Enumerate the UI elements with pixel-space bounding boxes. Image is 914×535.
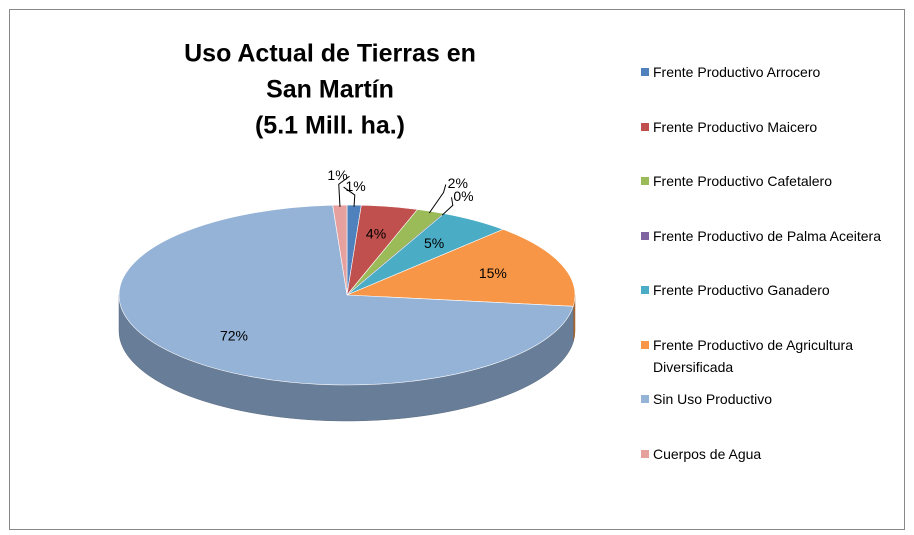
data-label: 72% <box>220 328 248 344</box>
data-label: 15% <box>479 265 507 281</box>
legend-label: Cuerpos de Agua <box>653 445 762 462</box>
legend-swatch <box>641 177 649 185</box>
data-label: 1% <box>327 167 347 183</box>
legend-label: Frente Productivo de Palma Aceitera <box>653 227 882 244</box>
legend-swatch <box>641 231 649 240</box>
legend-item: Sin Uso Productivo <box>641 388 903 410</box>
leader-line <box>428 184 447 214</box>
legend-item: Frente Productivo de Palma Aceitera <box>641 225 903 247</box>
legend-item: Cuerpos de Agua <box>641 443 903 465</box>
legend-swatch <box>641 68 649 76</box>
legend-item: Frente Productivo Arrocero <box>641 61 903 83</box>
legend-label: Frente Productivo Cafetalero <box>653 173 832 189</box>
legend-label: Frente Productivo de Agricultura Diversi… <box>653 336 853 375</box>
chart-title: (5.1 Mill. ha.) <box>255 112 405 140</box>
legend-label: Frente Productivo Arrocero <box>653 64 821 80</box>
leader-line <box>343 186 356 207</box>
legend-item: Frente Productivo Cafetalero <box>641 170 903 192</box>
data-label: 0% <box>453 188 473 204</box>
data-label: 2% <box>448 175 468 191</box>
pie-slice <box>346 229 576 307</box>
legend-item: Frente Productivo Ganadero <box>641 279 903 301</box>
data-label: 4% <box>366 226 386 242</box>
legend-label: Frente Productivo Ganadero <box>653 282 830 298</box>
legend-swatch <box>641 395 649 403</box>
legend-item: Frente Productivo de Agricultura Diversi… <box>641 334 903 378</box>
leader-line <box>338 175 350 207</box>
pie-slice <box>118 204 574 386</box>
legend-label: Frente Productivo Maicero <box>653 118 818 135</box>
data-label: 1% <box>345 178 365 194</box>
legend-swatch <box>641 340 649 349</box>
leader-line <box>441 197 454 216</box>
legend-item: Frente Productivo Maicero <box>641 116 903 138</box>
legend-label: Sin Uso Productivo <box>653 391 773 407</box>
chart-title: Uso Actual de Tierras en <box>184 40 476 68</box>
legend-swatch <box>641 449 649 458</box>
data-label: 5% <box>424 235 444 251</box>
chart-title: San Martín <box>266 76 394 104</box>
legend-swatch <box>641 286 649 294</box>
legend-swatch <box>641 122 649 131</box>
